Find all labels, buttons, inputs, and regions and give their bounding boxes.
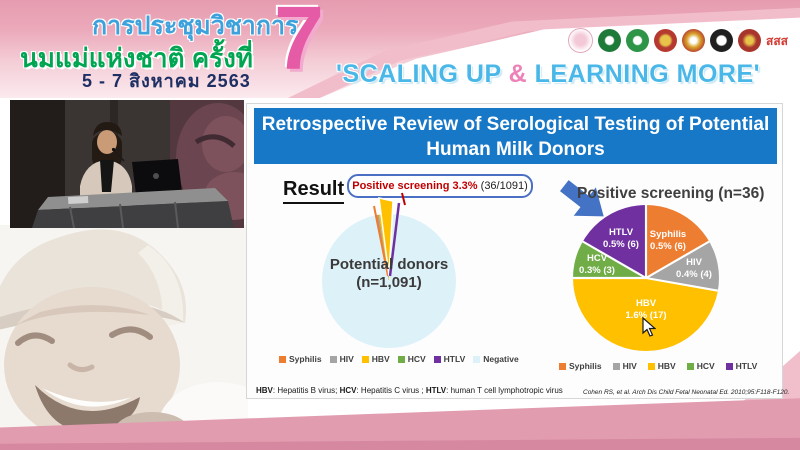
slice-name: Syphilis [649,229,687,241]
hbv-swatch [361,355,369,363]
slice-value: 0.4% (4) [676,269,712,280]
slide-title: Retrospective Review of Serological Test… [254,108,777,164]
legend-label-htlv: HTLV [735,361,758,371]
callout-highlight: Positive screening 3.3% [352,180,478,192]
exploded-slice-markers [373,192,406,277]
monochrome-crest-logo [710,29,734,52]
legend-label-syphilis: Syphilis [289,354,322,364]
hcv-swatch [397,355,405,363]
red-crest-logo [738,29,762,52]
sponsor-logos-row: สสส [568,28,788,53]
thaihealth-logo: สสส [766,33,788,48]
htlv-swatch [433,355,441,363]
mother-and-child-logo [568,28,594,53]
result-heading: Result [283,178,345,204]
pie-center-label-line2: (n=1,091) [356,274,422,291]
slice-name: HBV [635,298,657,310]
edition-number: 7 [274,0,325,89]
abbrev-hbv: HBV [256,386,273,395]
abbrev-htlv-def: : human T cell lymphotropic virus [446,386,563,395]
conference-title-line1: การประชุมวิชาการ [92,12,299,40]
slice-value: 1.6% (17) [625,310,667,321]
slice-value: 0.5% (6) [650,241,686,252]
legend-label-hiv: HIV [622,361,637,371]
htlv-swatch [725,362,733,370]
slice-name: HIV [686,257,702,269]
pie-label-hbv: HBV 1.6% (17) [625,298,666,322]
conference-slogan: 'SCALING UP & LEARNING MORE' [336,60,760,89]
legend-label-syphilis: Syphilis [569,361,602,371]
conference-title-line2: นมแม่แห่งชาติ ครั้งที่ [20,43,253,73]
legend-label-hbv: HBV [371,354,390,364]
slogan-ampersand: & [508,60,528,88]
abbreviation-footnote: HBV: Hepatitis B virus; HCV: Hepatitis C… [256,386,563,395]
legend-label-negative: Negative [483,354,519,364]
slice-value: 0.3% (3) [579,265,615,276]
hiv-swatch [329,355,337,363]
positive-screening-callout: Positive screening 3.3% (36/1091) [347,174,533,198]
legend-label-hbv: HBV [657,361,676,371]
big-arrow-icon [559,180,604,217]
pie-chart-positive-screening-wrap: Syphilis 0.5% (6) HIV 0.4% (4) HBV 1.6% … [573,205,719,351]
royal-crest-logo [682,29,706,52]
pie-center-label-line1: Potential donors [329,256,449,273]
royal-emblem-logo [654,29,678,52]
abbrev-htlv: HTLV [425,386,447,395]
conference-banner: การประชุมวิชาการ นมแม่แห่งชาติ ครั้งที่ … [0,0,800,98]
pie-label-syphilis: Syphilis 0.5% (6) [650,229,686,253]
slice-name: HTLV [608,227,634,239]
mouse-cursor [642,317,656,337]
presenter-video [10,100,264,229]
pie-label-hiv: HIV 0.4% (4) [676,257,712,281]
legend-positive-screening: Syphilis HIV HBV HCV HTLV [559,361,757,371]
legend-label-htlv: HTLV [443,354,466,364]
slide-canvas: Retrospective Review of Serological Test… [246,103,789,399]
positive-screening-title: Positive screening (n=36) [577,185,765,202]
ministry-seal-logo [598,29,622,52]
hcv-swatch [686,362,694,370]
slogan-text: 'SCALING UP [336,60,509,88]
legend-label-hcv: HCV [696,361,715,371]
abbrev-hcv-def: : Hepatitis C virus ; [356,386,426,395]
health-department-logo [626,29,650,52]
callout-fraction: (36/1091) [477,180,528,192]
legend-potential-donors: Syphilis HIV HBV HCV HTLV Negative [279,354,519,364]
pie-label-hcv: HCV 0.3% (3) [579,253,615,277]
pie-center-label: Potential donors (n=1,091) [322,256,456,292]
background-baby-photo [0,225,248,450]
legend-label-hcv: HCV [407,354,426,364]
reference-citation: Cohen RS, et al. Arch Dis Child Fetal Ne… [583,389,790,396]
negative-swatch [473,355,481,363]
slice-value: 0.5% (6) [603,239,639,250]
syphilis-swatch [279,355,286,363]
syphilis-swatch [559,362,566,370]
hiv-swatch [612,362,620,370]
pie-label-htlv: HTLV 0.5% (6) [603,227,639,251]
hbv-swatch [647,362,655,370]
abbrev-hcv: HCV [339,386,357,395]
slice-name: HCV [586,253,608,265]
abbrev-hbv-def: : Hepatitis B virus; [272,386,340,395]
presenter-scene [10,100,264,229]
slogan-text: LEARNING MORE' [527,60,761,88]
legend-label-hiv: HIV [339,354,354,364]
conference-date: 5 - 7 สิงหาคม 2563 [82,71,251,91]
